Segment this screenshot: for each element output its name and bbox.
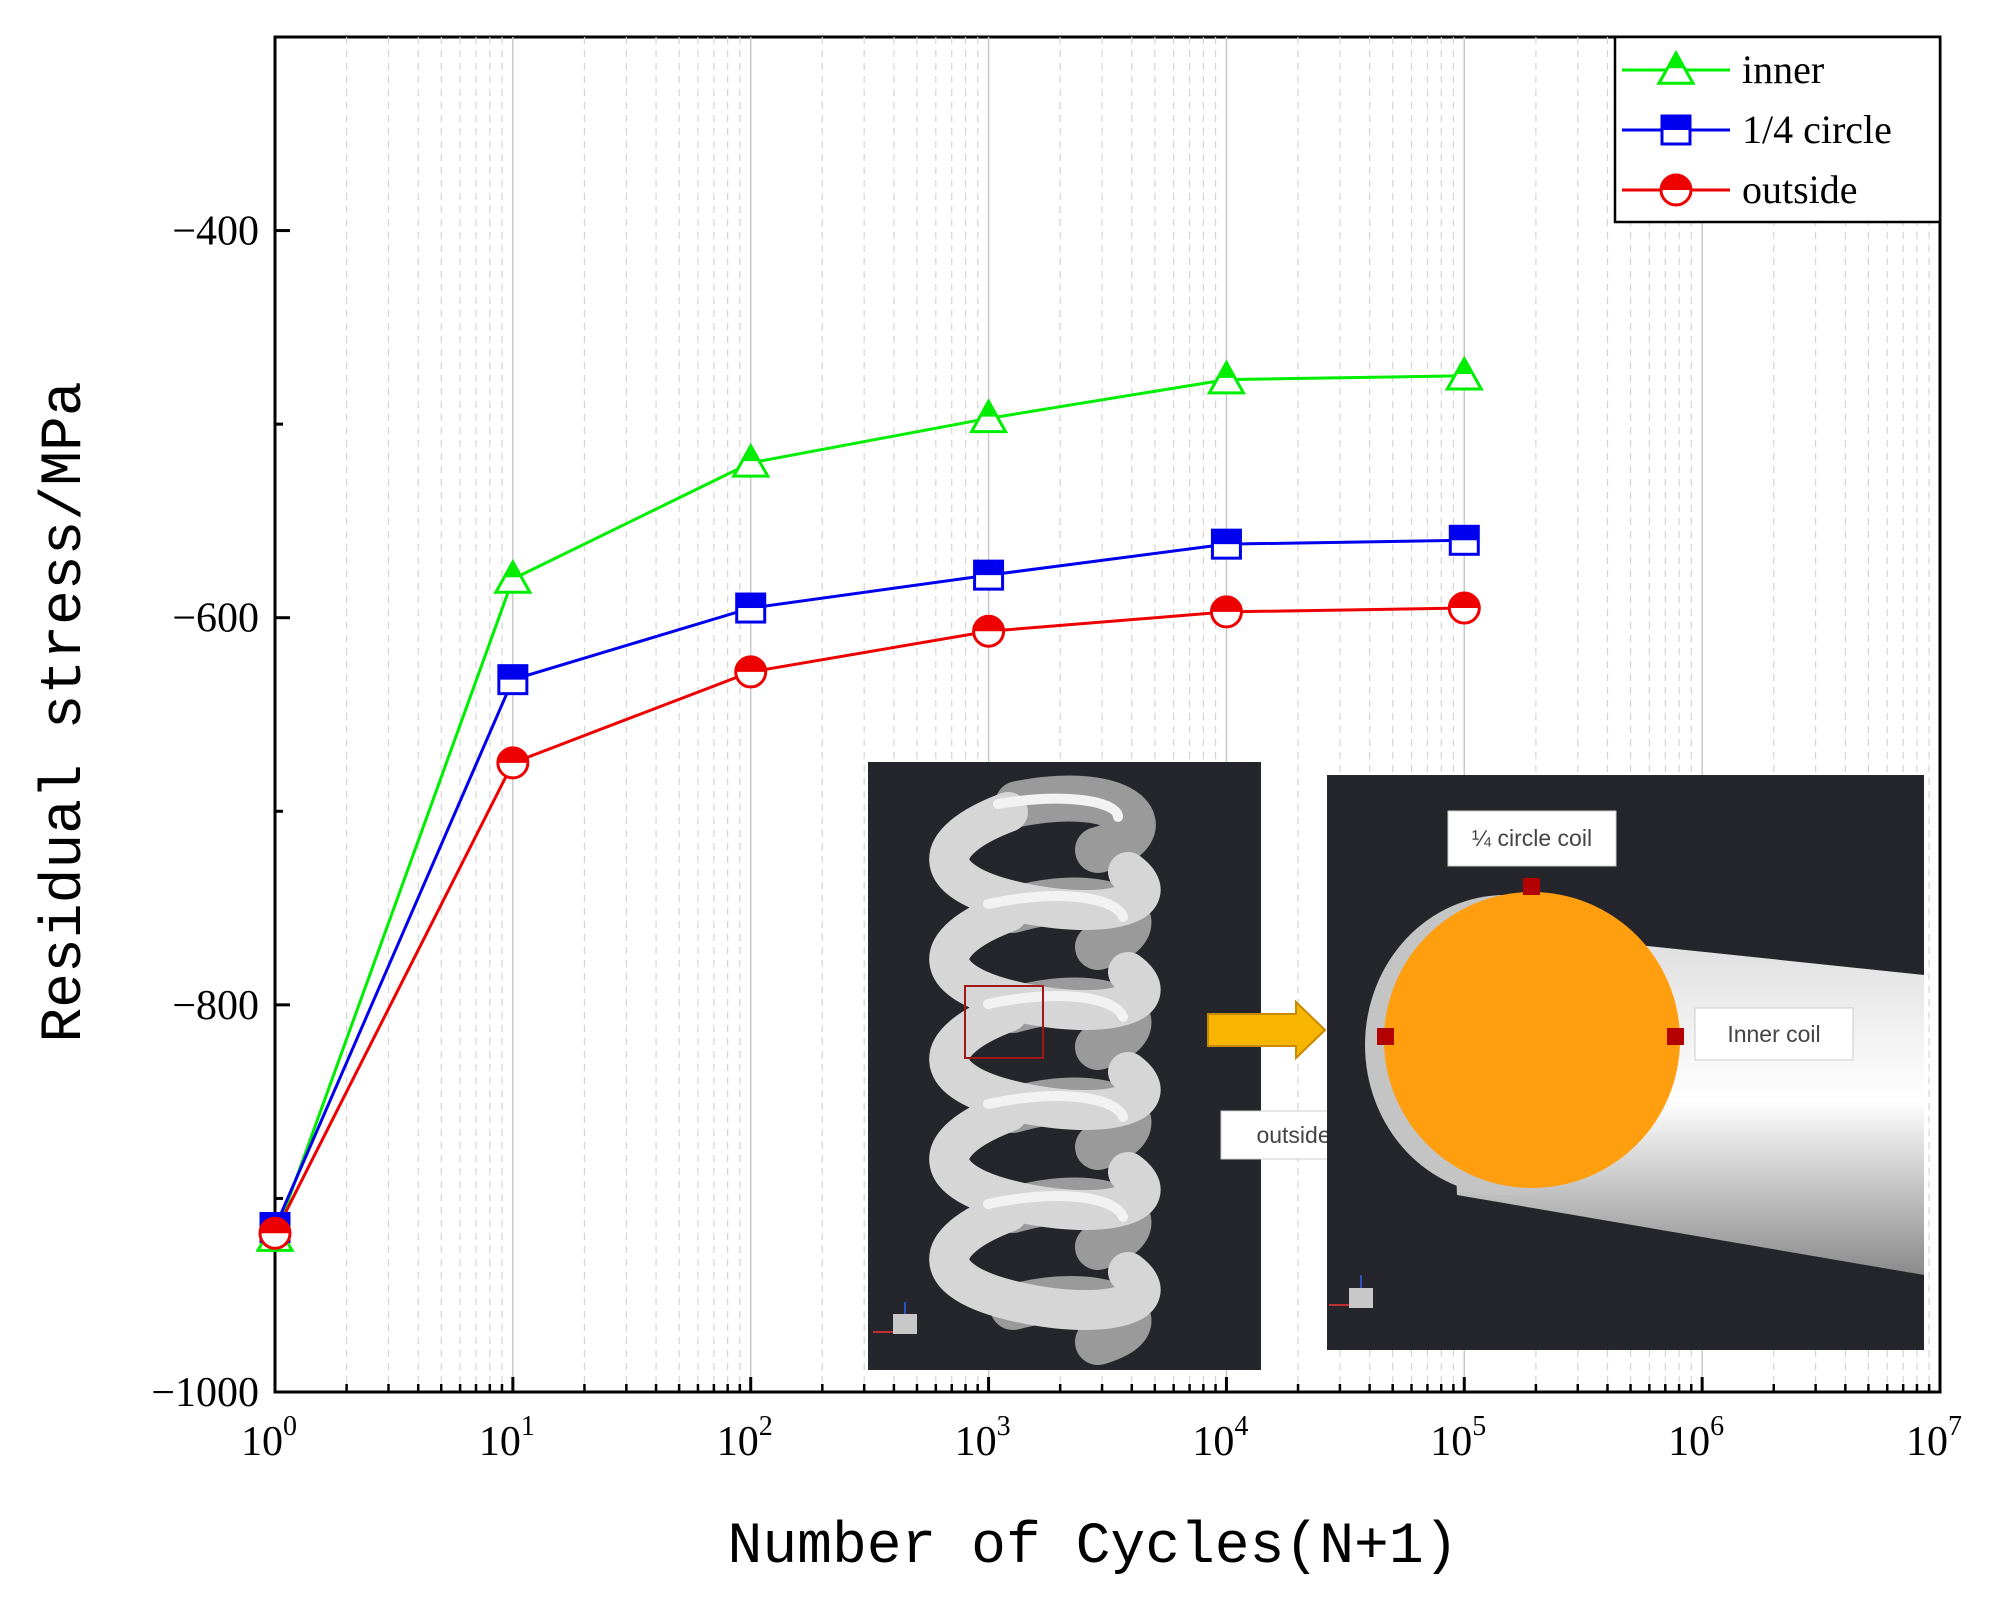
y-tick-label: −400 — [172, 209, 259, 255]
data-point — [735, 592, 767, 624]
selection-box — [964, 985, 1044, 1059]
x-axis-tick-labels: 100 101 102 103 104 105 106 107 — [241, 1411, 1962, 1465]
grid — [346, 37, 1930, 1392]
arrow-icon — [1207, 999, 1327, 1061]
x-tick-label: 100 — [241, 1411, 297, 1465]
data-point — [1209, 595, 1243, 629]
data-point — [734, 655, 768, 689]
data-point — [258, 1216, 292, 1250]
series-line — [273, 374, 1465, 1238]
y-tick-label: −800 — [172, 983, 259, 1029]
x-tick-label: 107 — [1906, 1411, 1962, 1465]
inset-spring-panel — [868, 762, 1261, 1370]
x-tick-label: 105 — [1430, 1411, 1486, 1465]
quarter-circle-coil-text: ¼ circle coil — [1472, 825, 1592, 851]
data-point — [1447, 591, 1481, 625]
legend-item: inner — [1622, 47, 1824, 92]
x-tick-label: 101 — [479, 1411, 535, 1465]
legend-label: inner — [1742, 47, 1824, 92]
legend-marker — [1659, 173, 1693, 207]
x-axis-title: Number of Cycles(N+1) — [728, 1515, 1459, 1580]
x-tick-label: 106 — [1668, 1411, 1724, 1465]
x-tick-label: 103 — [955, 1411, 1011, 1465]
legend-marker — [1660, 114, 1692, 146]
series-layer — [255, 355, 1484, 1252]
right-marker — [1667, 1028, 1684, 1045]
data-point — [1210, 528, 1242, 560]
legend-label: 1/4 circle — [1742, 107, 1892, 152]
y-axis-ticks — [275, 35, 290, 1394]
quarter-circle-coil-label: ¼ circle coil — [1447, 810, 1617, 867]
spring-icon — [929, 775, 1161, 1365]
legend-marker — [1656, 49, 1696, 85]
data-point — [496, 746, 530, 780]
legend-items: inner 1/4 circle outside — [1622, 47, 1892, 212]
x-tick-label: 102 — [717, 1411, 773, 1465]
y-axis-tick-labels: −400 −600 −800 −1000 — [151, 209, 259, 1416]
inset-cross-section-panel — [1327, 775, 1924, 1350]
axis-triad-icon — [873, 1302, 917, 1334]
series-line — [273, 606, 1465, 1234]
y-tick-label: −600 — [172, 596, 259, 642]
data-point — [973, 559, 1005, 591]
cross-section-circle — [1384, 892, 1680, 1188]
legend-item: 1/4 circle — [1622, 107, 1892, 152]
axis-triad-icon — [1329, 1275, 1373, 1308]
top-marker — [1523, 878, 1540, 895]
left-marker — [1377, 1028, 1394, 1045]
data-point — [493, 558, 533, 594]
data-point — [972, 614, 1006, 648]
x-axis-ticks — [273, 1377, 1931, 1392]
data-point — [1444, 355, 1484, 391]
data-point — [1206, 359, 1246, 395]
inner-coil-text: Inner coil — [1727, 1021, 1820, 1047]
y-axis-title: Residual stress/MPa — [33, 381, 98, 1042]
data-point — [731, 442, 771, 478]
legend: inner 1/4 circle outside — [1613, 35, 1942, 224]
series-line — [273, 538, 1465, 1229]
data-point — [497, 664, 529, 696]
x-tick-label: 104 — [1192, 1411, 1248, 1465]
data-point — [1448, 524, 1480, 556]
legend-label: outside — [1742, 167, 1858, 212]
inner-coil-label: Inner coil — [1694, 1007, 1854, 1061]
y-tick-label: −1000 — [151, 1370, 259, 1416]
data-point — [969, 398, 1009, 434]
legend-item: outside — [1622, 167, 1858, 212]
